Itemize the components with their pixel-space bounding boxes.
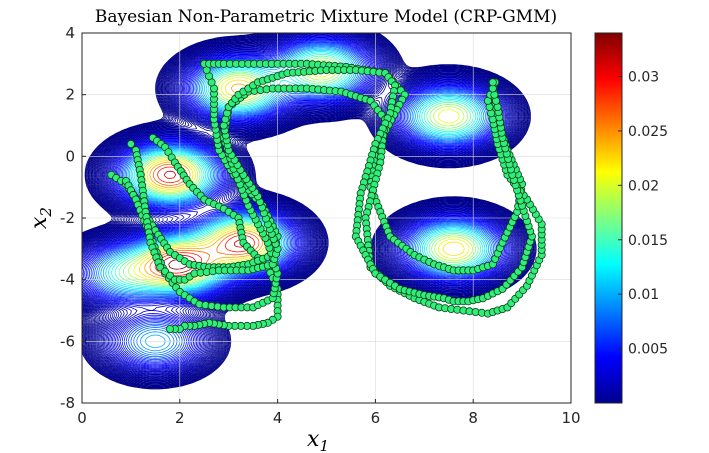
colorbar-tick-label: 0.01	[628, 287, 659, 303]
colorbar-tick-label: 0.02	[628, 178, 659, 194]
colorbar-ticks: 0.005 0.01 0.015 0.02 0.025 0.03	[618, 70, 668, 358]
y-tick-label: 4	[65, 24, 75, 42]
x-tick-label: 4	[273, 409, 283, 427]
y-axis-label-main: x	[27, 216, 52, 229]
demo-point	[126, 139, 135, 148]
chart-title: Bayesian Non-Parametric Mixture Model (C…	[95, 7, 557, 27]
x-tick-label: 6	[371, 409, 381, 427]
y-tick-label: 2	[65, 86, 75, 104]
colorbar-tick-label: 0.025	[628, 124, 668, 140]
demo-point	[488, 78, 497, 87]
x-tick-label: 8	[468, 409, 478, 427]
y-ticks: 4 2 0 -2 -4 -6 -8	[60, 24, 86, 412]
y-tick-label: -4	[60, 271, 75, 289]
colorbar-tick-label: 0.005	[628, 342, 668, 358]
colorbar-tick-label: 0.015	[628, 233, 668, 249]
y-tick-label: -8	[60, 394, 75, 412]
x-axis-label-main: x	[307, 427, 320, 452]
contour-level	[82, 33, 523, 380]
contour-level	[82, 33, 524, 381]
y-tick-label: -2	[60, 209, 75, 227]
y-axis-label-subscript: 2	[37, 207, 55, 218]
demonstration-points	[107, 59, 546, 333]
y-tick-label: 0	[65, 147, 75, 165]
x-axis-label: x1	[307, 427, 329, 453]
contour-level	[102, 48, 490, 348]
x-tick-label: 2	[175, 409, 185, 427]
colorbar	[594, 32, 623, 404]
demo-point	[165, 324, 174, 333]
contour-level	[82, 33, 526, 382]
contour-level	[88, 41, 500, 362]
x-tick-label: 0	[77, 409, 87, 427]
x-tick-label: 10	[561, 409, 580, 427]
x-ticks: 0 2 4 6 8 10	[77, 399, 581, 427]
colorbar-tick-label: 0.03	[628, 70, 659, 86]
y-axis-label: x2	[27, 207, 55, 229]
y-tick-label: -6	[60, 332, 75, 350]
x-axis-label-subscript: 1	[319, 437, 329, 453]
contour-level	[82, 33, 528, 383]
